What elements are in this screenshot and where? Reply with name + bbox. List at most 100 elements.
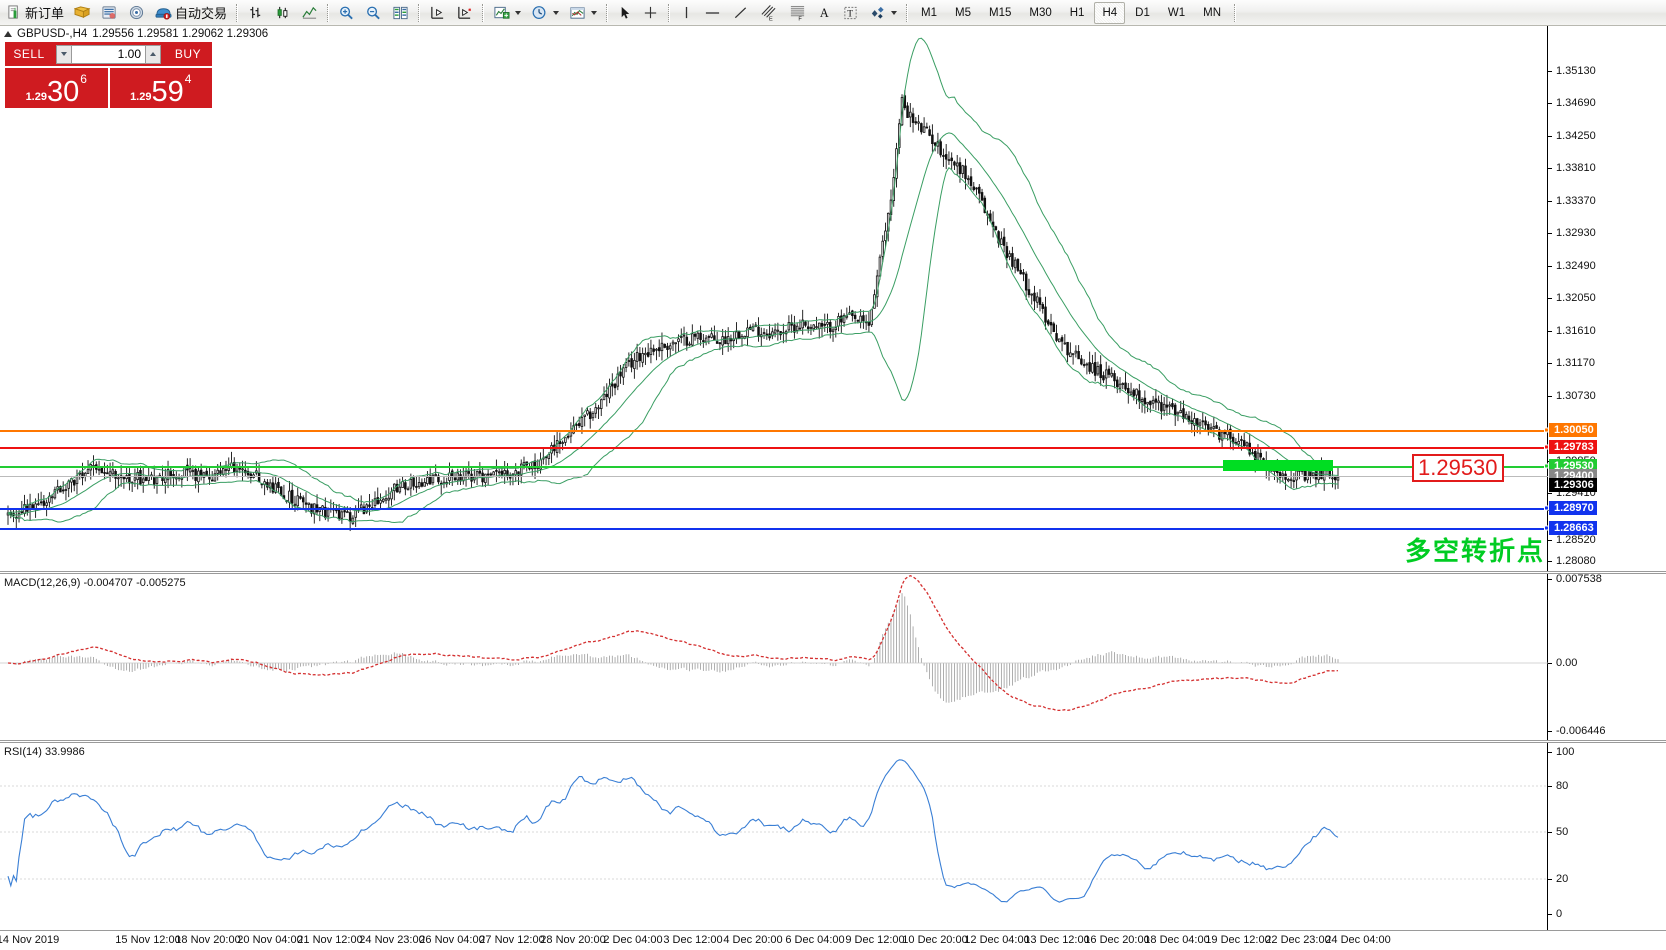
one-click-trading-panel[interactable]: SELL 1.00 BUY 1.29 30 6 1.29 59 4 xyxy=(5,42,212,110)
rsi-pane[interactable]: RSI(14) 33.9986 100 80 50 20 0 xyxy=(0,744,1666,930)
sell-price-display[interactable]: 1.29 30 6 xyxy=(5,68,108,108)
subchart-tick-label: 0.00 xyxy=(1556,657,1578,669)
periodicity-icon xyxy=(532,5,546,19)
time-tick-label: 10 Dec 20:00 xyxy=(902,934,968,946)
timeframe-d1[interactable]: D1 xyxy=(1135,6,1150,19)
price-tick xyxy=(1548,233,1552,234)
buy-price-display[interactable]: 1.29 59 4 xyxy=(109,68,212,108)
price-tag-handle[interactable] xyxy=(1544,444,1549,450)
new-order-button[interactable]: 新订单 xyxy=(3,2,68,24)
equidistant-channel-button[interactable]: E xyxy=(755,2,782,24)
time-tick-label: 18 Dec 04:00 xyxy=(1144,934,1210,946)
shapes-button[interactable] xyxy=(865,2,901,24)
indicators-dropdown-arrow[interactable] xyxy=(515,10,522,15)
subchart-tick xyxy=(1548,731,1552,732)
templates-dropdown-arrow[interactable] xyxy=(591,10,598,15)
price-line-1-29400[interactable] xyxy=(0,476,1548,477)
timeframe-m5[interactable]: M5 xyxy=(955,6,971,19)
buy-button[interactable]: BUY xyxy=(164,42,212,66)
price-tag-current-price[interactable]: 1.29306 xyxy=(1549,478,1597,492)
chart-symbol-header: GBPUSD-,H4 1.29556 1.29581 1.29062 1.293… xyxy=(4,28,268,40)
bar-chart-button[interactable] xyxy=(243,2,268,24)
price-chart-canvas[interactable] xyxy=(0,26,1548,574)
sell-price-prefix: 1.29 xyxy=(25,91,47,103)
macd-pane[interactable]: MACD(12,26,9) -0.004707 -0.005275 0.0075… xyxy=(0,573,1666,742)
timeframe-m1[interactable]: M1 xyxy=(921,6,938,19)
rsi-chart-canvas[interactable] xyxy=(0,744,1548,930)
price-tag-handle[interactable] xyxy=(1544,525,1549,531)
horizontal-line-button[interactable] xyxy=(699,2,726,24)
templates-icon xyxy=(570,6,585,19)
main-toolbar: 新订单 自动交易 xyxy=(0,0,1666,26)
timeframe-group: M1 M5 M15 M30 H1 H4 D1 W1 MN xyxy=(912,1,1230,24)
autotrading-button[interactable]: 自动交易 xyxy=(151,2,231,24)
timeframe-m15[interactable]: M15 xyxy=(989,6,1012,19)
price-tick xyxy=(1548,168,1552,169)
volume-decrease-button[interactable] xyxy=(56,44,72,64)
price-line-1-29783[interactable] xyxy=(0,447,1548,449)
market-watch-button[interactable] xyxy=(124,2,149,24)
sell-button[interactable]: SELL xyxy=(5,42,53,66)
indicators-button[interactable] xyxy=(489,2,525,24)
text-button[interactable]: A xyxy=(813,2,836,24)
periodicity-dropdown-arrow[interactable] xyxy=(553,10,560,15)
candlestick-chart-button[interactable] xyxy=(270,2,295,24)
timeframe-h4[interactable]: H4 xyxy=(1094,1,1126,24)
timeframe-m30[interactable]: M30 xyxy=(1029,6,1052,19)
text-label-button[interactable]: T xyxy=(838,2,863,24)
macd-chart-canvas[interactable] xyxy=(0,575,1548,742)
fibonacci-button[interactable]: F xyxy=(784,2,811,24)
volume-stepper[interactable]: 1.00 xyxy=(53,42,164,66)
price-tick-label: 1.31610 xyxy=(1556,325,1596,337)
price-tag-handle[interactable] xyxy=(1544,427,1549,433)
price-tag-handle[interactable] xyxy=(1544,463,1549,469)
line-chart-button[interactable] xyxy=(297,2,322,24)
trendline-button[interactable] xyxy=(728,2,753,24)
cursor-icon xyxy=(621,6,630,19)
price-tick-label: 1.28080 xyxy=(1556,555,1596,567)
market-watch-icon xyxy=(129,5,144,20)
collapse-triangle-icon[interactable] xyxy=(4,31,12,37)
folder-button[interactable] xyxy=(70,2,95,24)
zoom-in-button[interactable] xyxy=(334,2,359,24)
chart-annotation-text[interactable]: 多空转折点 xyxy=(1405,537,1546,567)
zoom-out-button[interactable] xyxy=(361,2,386,24)
volume-increase-button[interactable] xyxy=(145,44,161,64)
price-tag-resistance-orange[interactable]: 1.30050 xyxy=(1544,423,1597,437)
price-tag-handle[interactable] xyxy=(1544,505,1549,511)
price-callout-box[interactable]: 1.29530 xyxy=(1412,454,1504,482)
timeframe-w1[interactable]: W1 xyxy=(1167,6,1186,19)
price-pane[interactable]: GBPUSD-,H4 1.29556 1.29581 1.29062 1.293… xyxy=(0,26,1666,574)
sell-price-big: 30 xyxy=(46,76,80,108)
text-icon: A xyxy=(820,6,829,20)
chart-shift-button[interactable] xyxy=(425,2,450,24)
crosshair-button[interactable] xyxy=(638,2,663,24)
tile-windows-button[interactable] xyxy=(388,2,413,24)
timeframe-mn[interactable]: MN xyxy=(1203,6,1221,19)
timeframe-h1[interactable]: H1 xyxy=(1069,6,1085,19)
periodicity-button[interactable] xyxy=(527,2,563,24)
price-tick-label: 1.33370 xyxy=(1556,195,1596,207)
chart-workspace[interactable]: GBPUSD-,H4 1.29556 1.29581 1.29062 1.293… xyxy=(0,26,1666,950)
pivot-highlight-block[interactable] xyxy=(1223,460,1333,471)
shapes-dropdown-arrow[interactable] xyxy=(891,10,898,15)
templates-button[interactable] xyxy=(565,2,601,24)
macd-label: MACD(12,26,9) -0.004707 -0.005275 xyxy=(4,577,186,589)
price-tag-resistance-red[interactable]: 1.29783 xyxy=(1544,440,1597,454)
cursor-button[interactable] xyxy=(613,2,636,24)
auto-scroll-button[interactable] xyxy=(452,2,477,24)
price-line-1-28970[interactable] xyxy=(0,508,1548,510)
time-axis[interactable]: 14 Nov 2019 15 Nov 12:00 18 Nov 20:00 20 No… xyxy=(0,930,1666,950)
buy-price-big: 59 xyxy=(151,76,184,108)
price-line-1-28663[interactable] xyxy=(0,528,1548,530)
candlestick-chart-icon xyxy=(277,6,288,18)
price-tag-support-blue-2[interactable]: 1.28663 xyxy=(1544,521,1597,535)
price-line-1-30050[interactable] xyxy=(0,430,1548,432)
vertical-line-button[interactable] xyxy=(675,2,697,24)
price-tag-support-blue-1[interactable]: 1.28970 xyxy=(1544,501,1597,515)
price-line-1-29530[interactable] xyxy=(0,466,1548,468)
subchart-tick xyxy=(1548,786,1552,787)
profiles-button[interactable] xyxy=(97,2,122,24)
trendline-icon xyxy=(734,6,747,18)
volume-input[interactable]: 1.00 xyxy=(72,44,145,64)
